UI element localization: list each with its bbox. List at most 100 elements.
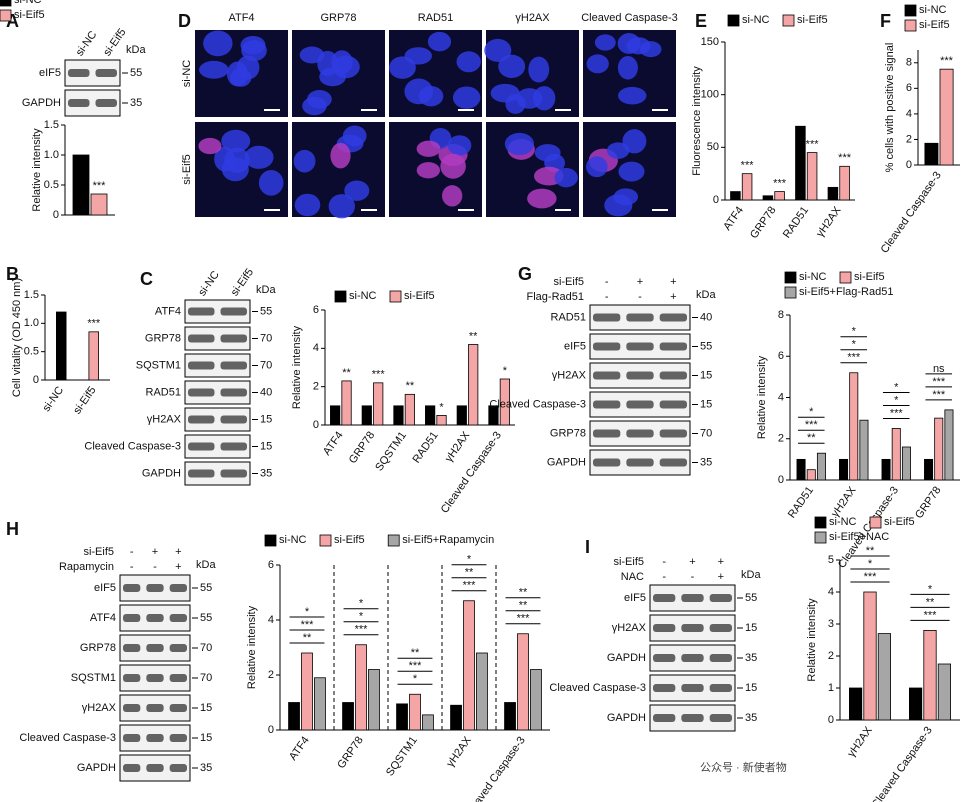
significance: *** <box>517 613 531 625</box>
kda-marker: 15 <box>260 413 272 425</box>
blot-band <box>659 342 687 351</box>
nucleus <box>442 185 463 207</box>
nucleus <box>440 153 466 179</box>
y-tick-label: 1.0 <box>44 149 59 161</box>
significance: ** <box>465 567 474 579</box>
category-label: RAD51 <box>410 430 440 466</box>
bar <box>88 331 100 381</box>
protein-label: GAPDH <box>142 467 181 479</box>
y-tick-label: 4 <box>906 108 912 120</box>
significance: * <box>467 554 472 566</box>
condition-sign: - <box>153 561 157 573</box>
bar <box>839 165 850 201</box>
kda-marker: 35 <box>745 652 757 664</box>
y-tick-label: 100 <box>701 89 719 101</box>
condition-label: NAC <box>621 571 644 583</box>
legend-label: si-NC <box>829 516 857 528</box>
bar <box>373 382 384 426</box>
protein-label: eIF5 <box>564 340 586 352</box>
blot-band <box>188 307 215 316</box>
significance: *** <box>940 55 954 67</box>
blot-band <box>123 584 141 592</box>
bar <box>796 458 806 481</box>
blot-band <box>188 334 215 343</box>
bar <box>816 452 826 481</box>
bar <box>436 415 447 426</box>
bar <box>301 652 313 731</box>
category-label: Cleaved Caspase-3 <box>439 430 504 516</box>
nucleus <box>626 37 651 55</box>
kda-marker: 55 <box>130 67 142 79</box>
significance: * <box>809 406 814 418</box>
blot-band <box>220 469 247 478</box>
legend-swatch <box>727 14 740 27</box>
blot-band <box>593 458 621 467</box>
condition-sign: - <box>662 571 666 583</box>
blot-band <box>593 313 621 322</box>
significance: *** <box>847 352 861 364</box>
kda-marker: 55 <box>260 305 272 317</box>
legend-label: si-Eif5 <box>334 534 365 546</box>
y-tick-label: 0 <box>713 194 719 206</box>
protein-label: eIF5 <box>94 582 116 594</box>
blot-band <box>188 442 215 451</box>
lane-label: si-NC <box>74 29 100 58</box>
y-tick-label: 8 <box>906 57 912 69</box>
blot-band <box>220 307 247 316</box>
blot-band <box>169 584 187 592</box>
protein-label: SQSTM1 <box>136 359 181 371</box>
y-tick-label: 0 <box>778 474 784 486</box>
blot-band <box>709 594 732 602</box>
blot-band <box>68 69 90 77</box>
blot-band <box>220 388 247 397</box>
blot-band <box>68 99 90 107</box>
kda-marker: 70 <box>200 642 212 654</box>
bar <box>314 677 326 731</box>
significance: *** <box>741 160 755 172</box>
nucleus <box>618 161 645 182</box>
kda-marker: 70 <box>260 359 272 371</box>
significance: * <box>868 558 873 570</box>
legend-swatch <box>264 534 277 547</box>
legend-label: si-Eif5 <box>14 9 45 21</box>
category-label: GRP78 <box>335 735 366 771</box>
blot-frame <box>184 380 251 405</box>
legend-swatch <box>387 534 400 547</box>
bar <box>499 378 510 426</box>
nucleus <box>504 132 535 156</box>
blot-band <box>220 442 247 451</box>
row-label: si-NC <box>181 60 193 88</box>
y-tick-label: 6 <box>778 350 784 362</box>
blot-band <box>626 342 654 351</box>
lane-label: si-Eif5 <box>101 26 128 58</box>
column-title: GRP78 <box>320 12 356 24</box>
bar <box>901 446 911 481</box>
legend-label: si-NC <box>349 290 377 302</box>
kda-marker: 35 <box>700 456 712 468</box>
blot-band <box>220 334 247 343</box>
bar <box>476 652 488 731</box>
blot-band <box>593 342 621 351</box>
bar <box>849 687 863 721</box>
bar <box>774 191 785 201</box>
legend-label: si-Eif5 <box>404 290 435 302</box>
bar <box>330 405 341 426</box>
kda-marker: 70 <box>260 332 272 344</box>
y-tick-label: 3 <box>828 618 834 630</box>
condition-sign: + <box>670 291 676 303</box>
legend-label: si-Eif5 <box>797 14 828 26</box>
blot-band <box>220 361 247 370</box>
kda-label: kDa <box>741 569 761 581</box>
panel-letter: C <box>140 269 153 289</box>
significance: * <box>359 598 364 610</box>
legend-label: si-Eif5 <box>919 19 950 31</box>
y-tick-label: 6 <box>313 304 319 316</box>
legend-label: si-Eif5+Rapamycin <box>402 534 494 546</box>
significance: * <box>894 381 899 393</box>
nucleus <box>332 55 360 79</box>
protein-label: GRP78 <box>80 642 116 654</box>
nucleus <box>604 194 633 217</box>
legend-label: si-NC <box>14 0 42 6</box>
nucleus <box>594 34 616 51</box>
category-label: GRP78 <box>347 430 378 466</box>
